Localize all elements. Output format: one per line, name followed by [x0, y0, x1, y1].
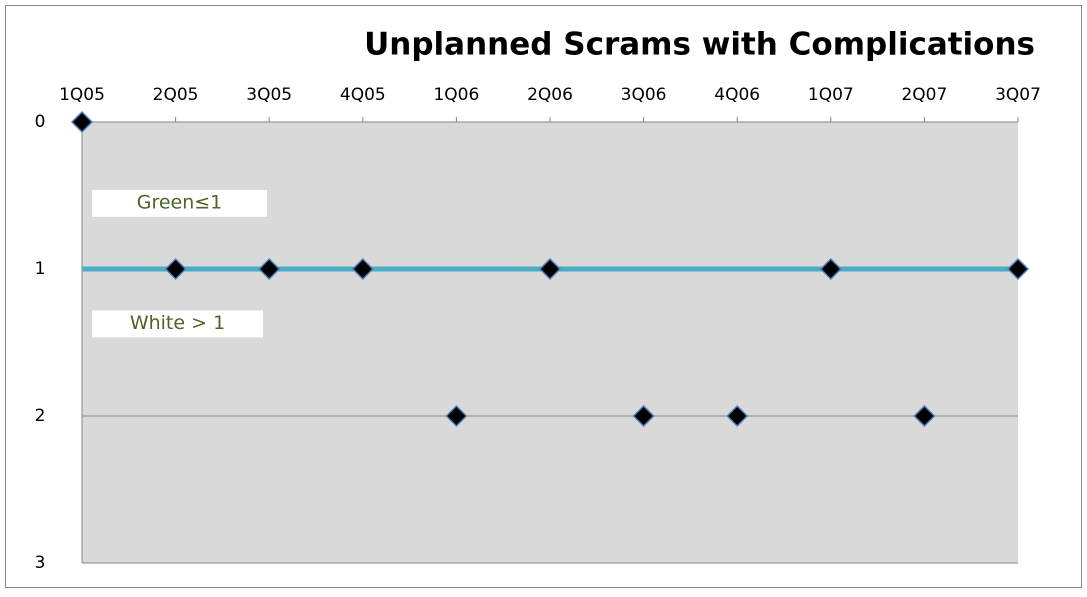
y-tick-label: 3	[35, 553, 46, 573]
marker	[1006, 257, 1030, 281]
annotation: White > 1	[130, 312, 225, 334]
y-tick-label: 0	[35, 112, 46, 132]
x-tick-label: 3Q06	[621, 85, 667, 105]
marker	[726, 404, 749, 428]
x-tick-label: 2Q06	[527, 85, 573, 105]
annotation: Green≤1	[137, 191, 223, 213]
x-tick-label: 3Q07	[995, 85, 1041, 105]
plot-area	[82, 122, 1018, 563]
marker	[632, 404, 655, 428]
y-tick-label: 1	[35, 259, 46, 279]
marker	[445, 404, 468, 428]
marker	[913, 404, 936, 428]
marker	[819, 257, 842, 281]
marker	[258, 257, 281, 281]
x-tick-label: 1Q05	[59, 85, 105, 105]
x-tick-label: 4Q06	[714, 85, 760, 105]
x-tick-label: 2Q05	[153, 85, 199, 105]
x-tick-label: 1Q07	[808, 85, 854, 105]
x-tick-label: 2Q07	[901, 85, 947, 105]
x-tick-label: 4Q05	[340, 85, 386, 105]
chart-title: Unplanned Scrams with Complications	[364, 27, 1035, 63]
marker	[351, 257, 374, 281]
annotation-box	[92, 189, 267, 217]
annotation-box	[92, 310, 263, 338]
marker	[164, 257, 187, 281]
marker	[538, 257, 562, 281]
marker	[70, 110, 94, 134]
x-tick-label: 1Q06	[433, 85, 479, 105]
x-tick-label: 3Q05	[246, 85, 292, 105]
y-tick-label: 2	[35, 406, 46, 426]
